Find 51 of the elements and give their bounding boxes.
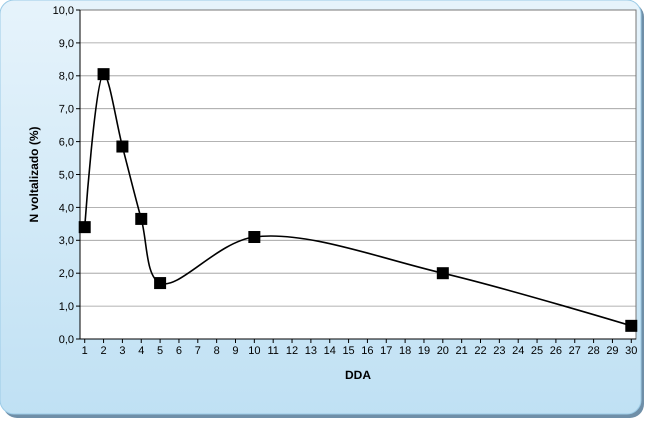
- x-tick-label: 4: [138, 345, 144, 357]
- x-tick-label: 24: [512, 345, 524, 357]
- y-tick-label: 3,0: [58, 235, 74, 248]
- x-tick-label: 19: [418, 345, 430, 357]
- x-tick-label: 21: [456, 345, 468, 357]
- x-tick-label: 1: [82, 345, 88, 357]
- point: [154, 277, 166, 290]
- point: [248, 231, 260, 244]
- x-tick-label: 23: [493, 345, 506, 357]
- x-tick-label: 17: [380, 345, 392, 357]
- point: [116, 140, 128, 153]
- x-tick-label: 11: [267, 345, 279, 357]
- x-tick-label: 14: [324, 345, 336, 357]
- x-tick-label: 18: [398, 345, 412, 357]
- y-tick-label: 7,0: [58, 104, 74, 116]
- point: [98, 68, 110, 80]
- point: [135, 212, 148, 225]
- x-tick-label: 30: [625, 345, 638, 357]
- x-tick-label: 29: [606, 345, 619, 357]
- x-tick-label: 28: [587, 345, 600, 357]
- x-axis-title: DDA: [345, 368, 372, 382]
- y-tick-label: 6,0: [58, 136, 74, 148]
- point: [436, 267, 449, 280]
- y-tick-label: 8,0: [58, 70, 74, 83]
- x-tick-label: 10: [248, 345, 260, 357]
- y-tick-label: 9,0: [58, 38, 74, 50]
- x-tick-label: 15: [342, 345, 355, 357]
- x-tick-label: 20: [436, 345, 449, 357]
- y-axis-title: N voltalizado (%): [27, 126, 41, 223]
- x-tick-label: 7: [194, 345, 201, 357]
- point: [78, 221, 91, 234]
- x-tick-label: 22: [474, 345, 487, 357]
- y-tick-label: 5,0: [58, 169, 74, 182]
- x-tick-label: 25: [530, 345, 544, 357]
- y-tick-label: 1,0: [58, 300, 74, 313]
- x-tick-label: 16: [361, 345, 374, 357]
- x-tick-label: 6: [176, 345, 182, 357]
- x-tick-label: 2: [100, 345, 107, 357]
- y-tick-label: 0,0: [58, 334, 74, 346]
- y-tick-label: 4,0: [58, 202, 74, 214]
- x-tick-label: 27: [568, 345, 581, 357]
- y-tick-label: 2,0: [58, 268, 74, 280]
- x-tick-label: 13: [304, 345, 318, 357]
- point: [625, 320, 638, 332]
- x-tick-label: 9: [232, 345, 239, 357]
- x-tick-label: 8: [214, 345, 220, 357]
- x-tick-label: 3: [119, 345, 126, 357]
- x-tick-label: 26: [550, 345, 562, 357]
- y-tick-label: 10,0: [52, 4, 74, 17]
- x-tick-label: 12: [286, 345, 298, 357]
- x-tick-label: 5: [157, 345, 164, 357]
